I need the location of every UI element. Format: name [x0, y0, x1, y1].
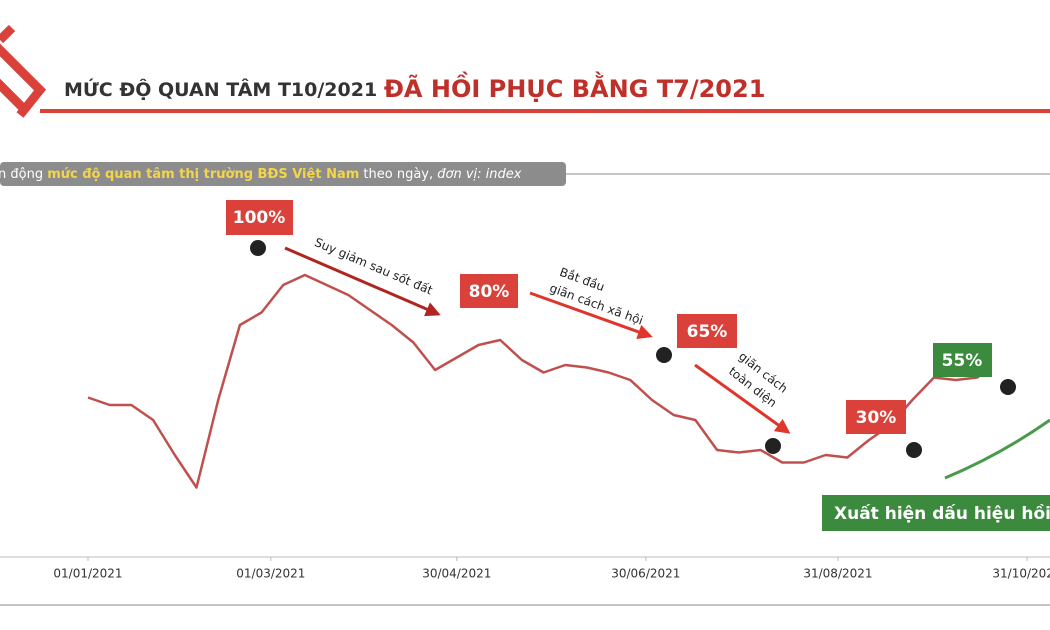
annotation-label: 100%	[233, 208, 286, 228]
subtitle-tag	[0, 162, 566, 186]
dot	[250, 240, 266, 256]
dot	[1000, 379, 1016, 395]
label-box	[822, 495, 1050, 531]
arrow	[694, 363, 791, 434]
label-box	[226, 200, 293, 235]
dot	[906, 442, 922, 458]
annotations: 100% 80% 65% 30% 55% Suy giảm sau sốt đấ…	[226, 200, 1050, 531]
x-tick-label: 31/10/2021	[992, 567, 1050, 581]
logo	[0, 24, 47, 118]
label-box	[677, 314, 737, 348]
subtitle: n động mức độ quan tâm thị trường BĐS Vi…	[0, 167, 522, 182]
x-tick-label: 30/06/2021	[611, 567, 680, 581]
x-tick-label: 01/03/2021	[236, 567, 305, 581]
x-tick-label: 31/08/2021	[803, 567, 872, 581]
dot	[656, 347, 672, 363]
label-box	[460, 274, 518, 308]
plot: 01/01/2021 01/03/2021 30/04/2021 30/06/2021…	[53, 273, 1050, 581]
annotation-label: 30%	[856, 408, 897, 428]
x-tick-label: 30/04/2021	[422, 567, 491, 581]
annotation-label: 65%	[687, 322, 728, 342]
data-line	[87, 273, 991, 489]
label-box	[846, 400, 906, 434]
arrow	[529, 291, 653, 340]
annotation-label: 80%	[469, 282, 510, 302]
x-tick-label: 01/01/2021	[53, 567, 122, 581]
annotation-label: 55%	[942, 351, 983, 371]
trend-line	[944, 418, 1050, 480]
annotation-label: Xuất hiện dấu hiệu hồi	[834, 503, 1050, 524]
dot	[765, 438, 781, 454]
arrow	[284, 246, 441, 317]
label-box	[933, 343, 992, 377]
chart-title: MỨC ĐỘ QUAN TÂM T10/2021 ĐÃ HỒI PHỤC BẰN…	[64, 70, 765, 103]
